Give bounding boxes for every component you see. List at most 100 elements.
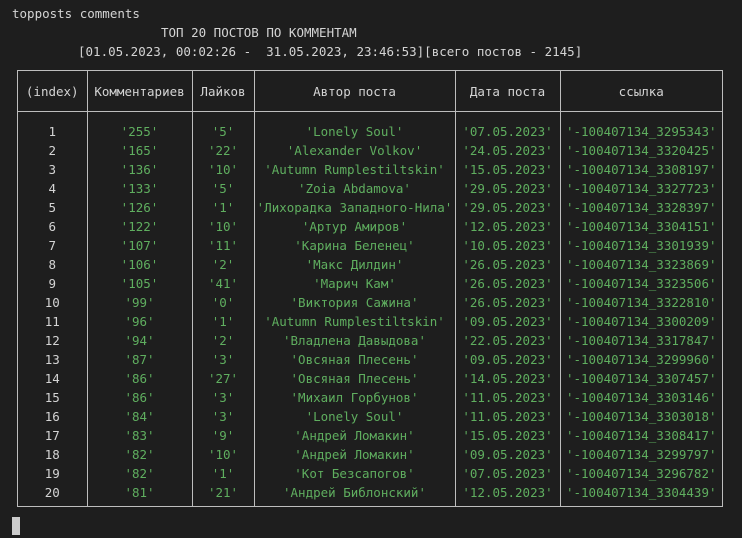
cell-link: '-100407134_3296782' — [559, 464, 722, 483]
cell-likes: '1' — [191, 198, 254, 217]
cell-date: '26.05.2023' — [454, 274, 560, 293]
cell-likes: '41' — [191, 274, 254, 293]
cell-index: 2 — [48, 143, 57, 158]
table-header-row: (index) Комментариев Лайков Автор поста … — [18, 71, 722, 112]
table-spacer — [18, 502, 722, 506]
cell-link: '-100407134_3303018' — [559, 407, 722, 426]
cell-author: 'Андрей Ломакин' — [253, 445, 455, 464]
results-table-frame: (index) Комментариев Лайков Автор поста … — [17, 70, 723, 507]
terminal-command: topposts comments — [12, 6, 140, 21]
table-row: 19 '82' '1' 'Кот Безсапогов' '07.05.2023' '-1… — [18, 464, 722, 483]
report-title: ТОП 20 ПОСТОВ ПО КОММЕНТАМ — [161, 25, 357, 40]
cell-likes: '1' — [191, 464, 254, 483]
header-index: (index) — [18, 71, 87, 112]
cell-comments: '99' — [86, 293, 192, 312]
cell-likes: '21' — [191, 483, 254, 502]
cell-likes: '22' — [191, 141, 254, 160]
cell-index: 10 — [44, 295, 60, 310]
cell-link: '-100407134_3320425' — [559, 141, 722, 160]
table-row: 5 '126' '1' 'Лихорадка Западного-Нила' '29.0… — [18, 198, 722, 217]
cell-likes: '2' — [191, 255, 254, 274]
cell-comments: '133' — [86, 179, 192, 198]
cell-comments: '86' — [86, 369, 192, 388]
table-row: 4 '133' '5' 'Zoia Abdamova' '29.05.2023' '-10… — [18, 179, 722, 198]
results-table: (index) Комментариев Лайков Автор поста … — [18, 71, 722, 506]
cell-date: '26.05.2023' — [454, 293, 560, 312]
cell-index: 9 — [48, 276, 57, 291]
cell-author: 'Лихорадка Западного-Нила' — [253, 198, 455, 217]
cell-index: 13 — [44, 352, 60, 367]
cell-likes: '9' — [191, 426, 254, 445]
cell-date: '10.05.2023' — [454, 236, 560, 255]
cell-likes: '11' — [191, 236, 254, 255]
cell-link: '-100407134_3299960' — [559, 350, 722, 369]
cell-author: 'Lonely Soul' — [253, 122, 455, 141]
cell-comments: '82' — [86, 464, 192, 483]
table-row: 12 '94' '2' 'Владлена Давыдова' '22.05.2023'… — [18, 331, 722, 350]
table-row: 9 '105' '41' 'Марич Кам' '26.05.2023' '-10040… — [18, 274, 722, 293]
cell-index: 6 — [48, 219, 57, 234]
cell-likes: '5' — [191, 179, 254, 198]
cell-link: '-100407134_3301939' — [559, 236, 722, 255]
table-row: 15 '86' '3' 'Михаил Горбунов' '11.05.2023' '-… — [18, 388, 722, 407]
table-row: 16 '84' '3' 'Lonely Soul' '11.05.2023' '-1004… — [18, 407, 722, 426]
cell-index: 17 — [44, 428, 60, 443]
table-row: 2 '165' '22' 'Alexander Volkov' '24.05.2023'… — [18, 141, 722, 160]
table-row: 8 '106' '2' 'Макс Дилдин' '26.05.2023' '-1004… — [18, 255, 722, 274]
cell-index: 12 — [44, 333, 60, 348]
cell-date: '11.05.2023' — [454, 407, 560, 426]
cell-index: 14 — [44, 371, 60, 386]
cell-author: 'Кот Безсапогов' — [253, 464, 455, 483]
cell-date: '12.05.2023' — [454, 483, 560, 502]
header-author: Автор поста — [253, 71, 455, 112]
cell-author: 'Zoia Abdamova' — [253, 179, 455, 198]
cell-index: 18 — [44, 447, 60, 462]
cell-date: '29.05.2023' — [454, 198, 560, 217]
cell-author: 'Артур Амиров' — [253, 217, 455, 236]
cell-comments: '107' — [86, 236, 192, 255]
header-comments: Комментариев — [86, 71, 192, 112]
cell-likes: '10' — [191, 160, 254, 179]
table-row: 18 '82' '10' 'Андрей Ломакин' '09.05.2023' '-… — [18, 445, 722, 464]
cell-comments: '165' — [86, 141, 192, 160]
cell-link: '-100407134_3327723' — [559, 179, 722, 198]
cell-date: '14.05.2023' — [454, 369, 560, 388]
cell-date: '12.05.2023' — [454, 217, 560, 236]
cell-index: 1 — [48, 124, 57, 139]
cell-comments: '82' — [86, 445, 192, 464]
cell-date: '22.05.2023' — [454, 331, 560, 350]
cell-comments: '96' — [86, 312, 192, 331]
cell-likes: '3' — [191, 407, 254, 426]
cell-link: '-100407134_3304439' — [559, 483, 722, 502]
cell-likes: '3' — [191, 388, 254, 407]
cell-index: 4 — [48, 181, 57, 196]
cell-link: '-100407134_3299797' — [559, 445, 722, 464]
cell-author: 'Марич Кам' — [253, 274, 455, 293]
cell-link: '-100407134_3322810' — [559, 293, 722, 312]
cell-date: '07.05.2023' — [454, 122, 560, 141]
cell-comments: '255' — [86, 122, 192, 141]
cell-index: 16 — [44, 409, 60, 424]
cell-comments: '105' — [86, 274, 192, 293]
terminal-cursor[interactable] — [12, 517, 20, 535]
cell-date: '09.05.2023' — [454, 445, 560, 464]
cell-date: '15.05.2023' — [454, 160, 560, 179]
cell-comments: '136' — [86, 160, 192, 179]
cell-author: 'Овсяная Плесень' — [253, 350, 455, 369]
cell-author: 'Владлена Давыдова' — [253, 331, 455, 350]
cell-date: '24.05.2023' — [454, 141, 560, 160]
table-body: 1'255' '5' 'Lonely Soul' '07.05.2023' '-1004… — [18, 111, 722, 506]
cell-date: '09.05.2023' — [454, 312, 560, 331]
cell-link: '-100407134_3317847' — [559, 331, 722, 350]
cell-index: 11 — [44, 314, 60, 329]
cell-link: '-100407134_3308197' — [559, 160, 722, 179]
table-spacer — [18, 111, 722, 122]
cell-likes: '27' — [191, 369, 254, 388]
cell-index: 7 — [48, 238, 57, 253]
cell-index: 5 — [48, 200, 57, 215]
cell-link: '-100407134_3300209' — [559, 312, 722, 331]
cell-likes: '10' — [191, 445, 254, 464]
cell-date: '15.05.2023' — [454, 426, 560, 445]
cell-link: '-100407134_3307457' — [559, 369, 722, 388]
cell-index: 3 — [48, 162, 57, 177]
